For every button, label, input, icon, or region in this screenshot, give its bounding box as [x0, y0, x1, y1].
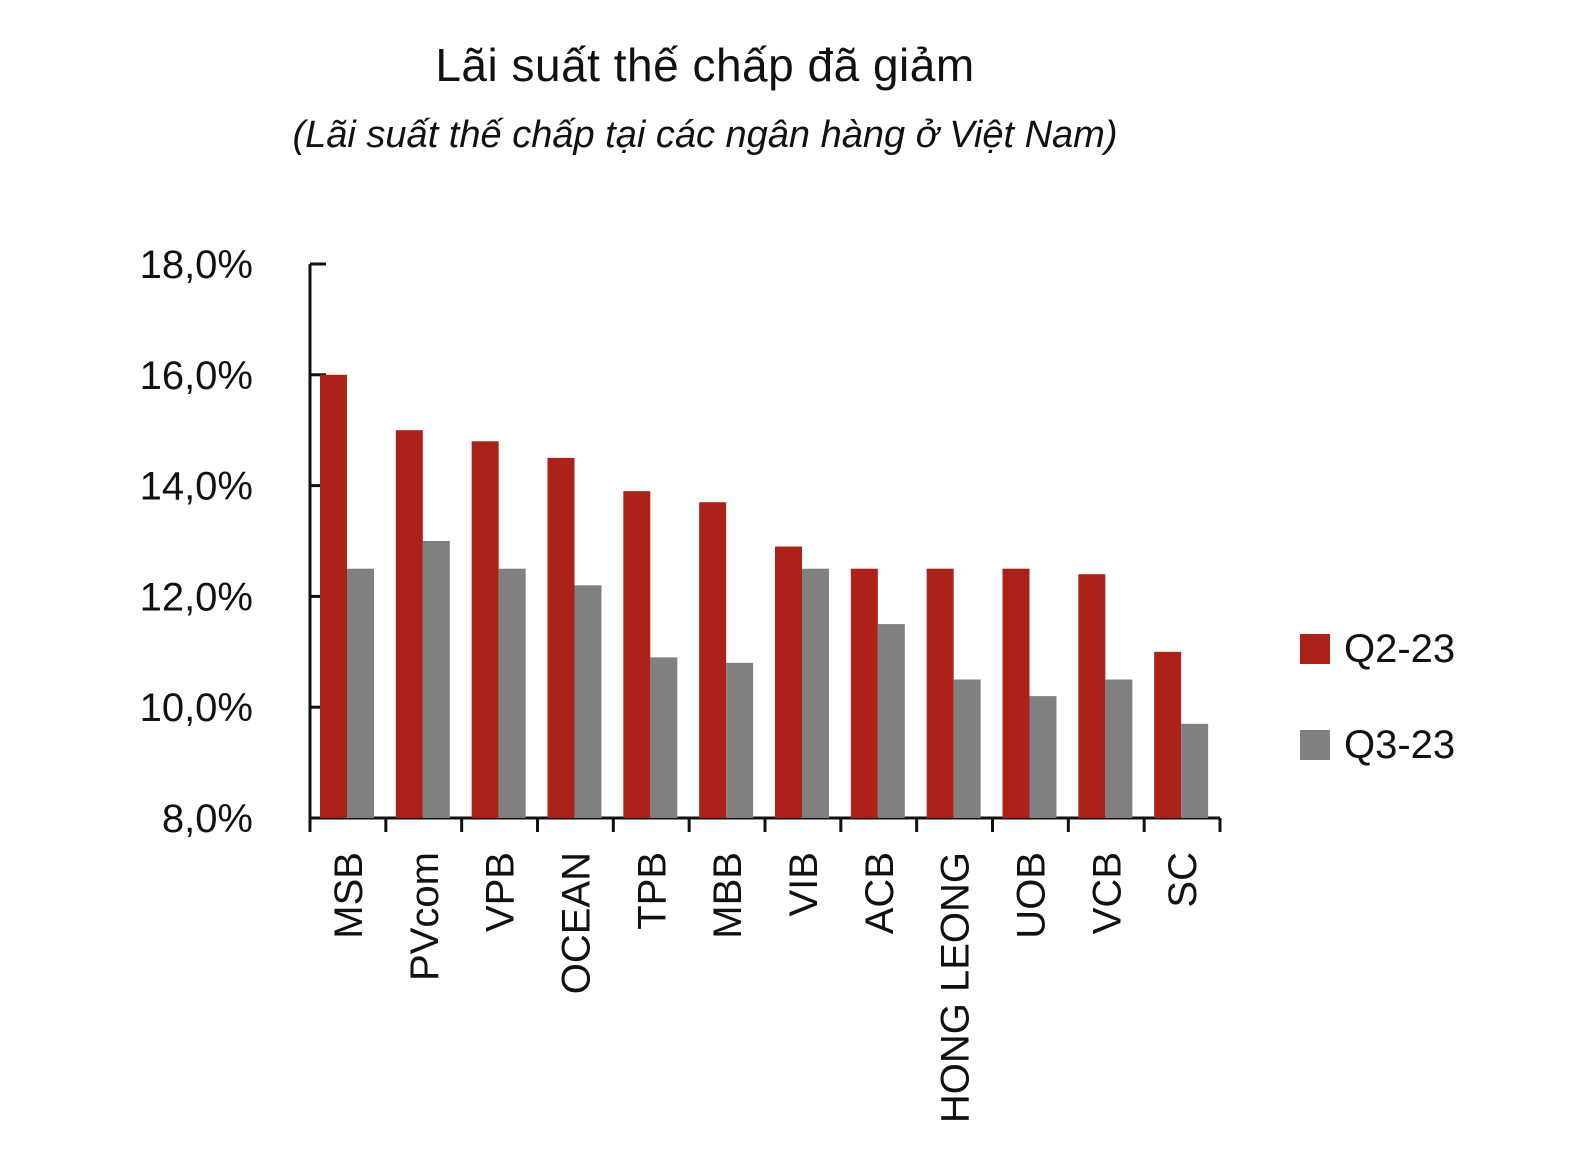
- y-tick-label: 10,0%: [140, 686, 253, 730]
- bar-q2-23-vib: [775, 546, 802, 818]
- category-label: ACB: [858, 852, 902, 934]
- legend-swatch-q3-23: [1300, 730, 1330, 760]
- legend: Q2-23 Q3-23: [1300, 627, 1455, 767]
- category-label: HONG LEONG: [934, 852, 978, 1123]
- category-label: PVcom: [403, 852, 447, 981]
- bar-q2-23-mbb: [699, 502, 727, 818]
- bar-q3-23-pvcom: [422, 541, 450, 818]
- bar-q3-23-sc: [1181, 723, 1209, 818]
- category-label: MSB: [327, 852, 371, 939]
- category-label: MBB: [706, 852, 750, 939]
- bar-q3-23-vcb: [1105, 679, 1133, 818]
- bar-q3-23-msb: [347, 568, 374, 818]
- legend-label: Q2-23: [1344, 627, 1455, 671]
- category-label: TPB: [630, 852, 674, 930]
- y-tick-label: 8,0%: [162, 797, 253, 841]
- legend-label: Q3-23: [1344, 723, 1455, 767]
- y-tick-label: 16,0%: [140, 354, 253, 398]
- bar-q2-23-uob: [1002, 568, 1030, 818]
- category-label: OCEAN: [554, 852, 598, 994]
- bar-q3-23-hong-leong: [953, 679, 981, 818]
- bar-q3-23-uob: [1029, 696, 1057, 818]
- bar-q2-23-ocean: [547, 457, 575, 818]
- category-label: SC: [1161, 852, 1205, 908]
- bar-q2-23-hong-leong: [926, 568, 954, 818]
- bar-q3-23-vpb: [498, 568, 526, 818]
- category-label: VIB: [782, 852, 826, 916]
- y-axis: 8,0% 10,0% 12,0% 14,0% 16,0% 18,0%: [140, 243, 326, 841]
- chart-title: Lãi suất thế chấp đã giảm: [435, 39, 975, 91]
- bar-q3-23-tpb: [650, 657, 678, 818]
- bar-q3-23-mbb: [726, 662, 754, 818]
- chart-subtitle: (Lãi suất thế chấp tại các ngân hàng ở V…: [292, 114, 1118, 156]
- bar-q3-23-vib: [802, 568, 829, 818]
- bar-q2-23-vpb: [471, 441, 499, 818]
- category-label: VPB: [479, 852, 523, 932]
- bar-q2-23-tpb: [623, 491, 651, 818]
- legend-swatch-q2-23: [1300, 634, 1330, 664]
- y-tick-label: 14,0%: [140, 465, 253, 509]
- bars: [320, 374, 1209, 818]
- y-tick-label: 12,0%: [140, 575, 253, 619]
- category-label: UOB: [1009, 852, 1053, 939]
- bar-q3-23-ocean: [574, 585, 602, 818]
- category-labels: MSB PVcom VPB OCEAN TPB MBB VIB ACB HONG LEONG UO…: [327, 852, 1205, 1123]
- bar-q2-23-vcb: [1078, 574, 1106, 818]
- category-label: VCB: [1085, 852, 1129, 934]
- bar-q2-23-sc: [1154, 651, 1182, 818]
- bar-q2-23-msb: [320, 374, 347, 818]
- bar-q2-23-pvcom: [395, 430, 423, 818]
- x-axis: [308, 816, 1222, 832]
- bar-q2-23-acb: [850, 568, 878, 818]
- bar-q3-23-acb: [877, 624, 905, 818]
- y-tick-label: 18,0%: [140, 243, 253, 287]
